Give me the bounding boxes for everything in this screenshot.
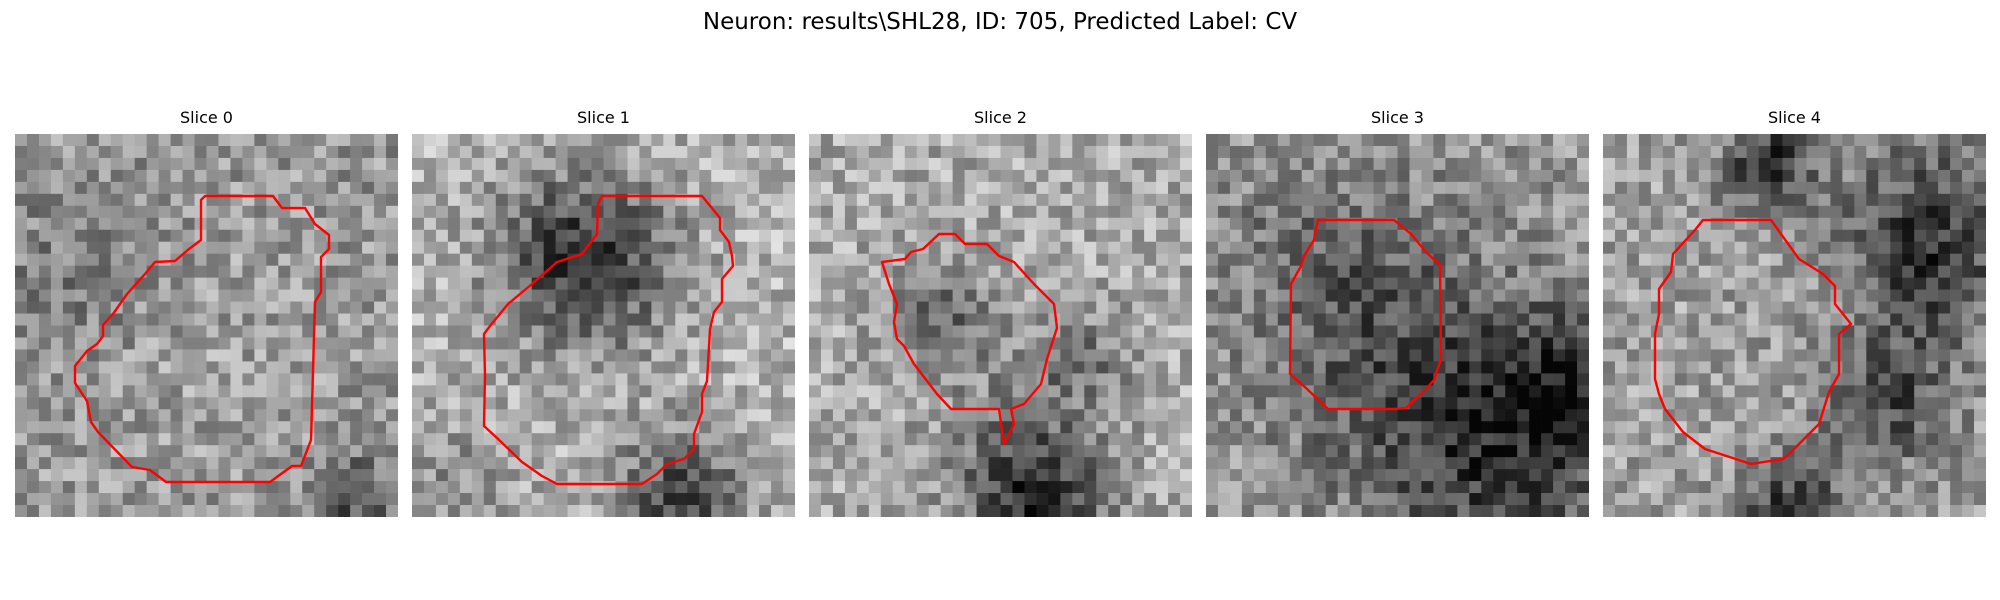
slice-image-1 — [412, 134, 795, 517]
roi-contour-2 — [880, 232, 1059, 446]
slice-image-3 — [1206, 134, 1589, 517]
roi-contour-1 — [482, 194, 735, 486]
grayscale-pixels-1 — [412, 134, 795, 517]
slice-title-0: Slice 0 — [180, 108, 233, 127]
figure-title: Neuron: results\SHL28, ID: 705, Predicte… — [702, 9, 1298, 35]
slice-image-2 — [809, 134, 1192, 517]
grayscale-pixels-4 — [1603, 134, 1986, 517]
roi-contour-3 — [1288, 218, 1443, 411]
grayscale-pixels-2 — [809, 134, 1192, 517]
slice-image-0 — [15, 134, 398, 517]
slice-title-2: Slice 2 — [974, 108, 1027, 127]
roi-contour-4 — [1653, 218, 1853, 466]
slice-image-4 — [1603, 134, 1986, 517]
slice-title-3: Slice 3 — [1371, 108, 1424, 127]
slice-title-4: Slice 4 — [1768, 108, 1821, 127]
grayscale-pixels-3 — [1206, 134, 1589, 517]
grayscale-pixels-0 — [15, 134, 398, 517]
slice-title-1: Slice 1 — [577, 108, 630, 127]
roi-contour-0 — [73, 194, 331, 484]
